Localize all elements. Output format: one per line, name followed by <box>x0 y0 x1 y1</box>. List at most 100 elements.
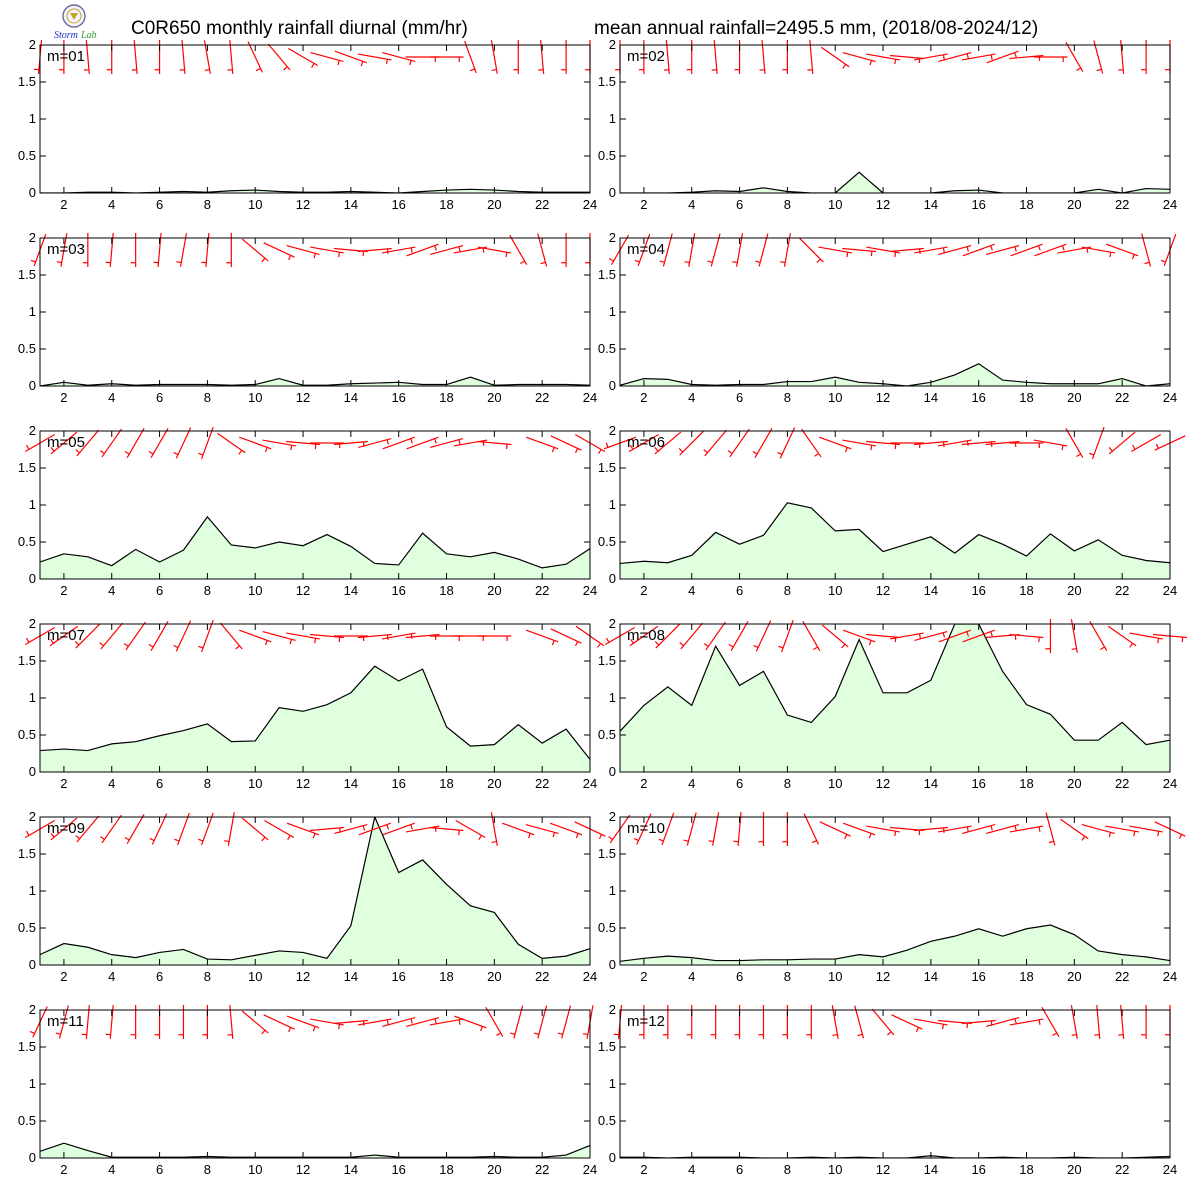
wind-barb <box>357 633 392 640</box>
wind-barb <box>99 622 124 650</box>
wind-barb <box>263 1014 295 1033</box>
wind-barb-tick <box>124 451 130 455</box>
wind-barb <box>513 40 519 74</box>
wind-barb-shaft <box>1065 41 1084 73</box>
x-tick-label: 2 <box>60 390 67 405</box>
wind-barb-shaft <box>49 625 79 647</box>
x-tick-label: 20 <box>1067 390 1081 405</box>
wind-barb-shaft <box>203 40 211 74</box>
wind-barb-tick <box>1131 254 1135 260</box>
wind-barb-shaft <box>654 431 682 455</box>
wind-barb-tick <box>1014 246 1017 252</box>
x-tick-label: 24 <box>583 197 597 212</box>
wind-barb-tick <box>1088 452 1095 456</box>
wind-barb-shaft <box>914 1018 948 1026</box>
wind-barb-shaft <box>382 822 415 836</box>
x-tick-label: 8 <box>204 1162 211 1177</box>
wind-barb <box>1108 431 1136 455</box>
wind-barb <box>1009 54 1044 61</box>
wind-barb <box>1034 243 1067 257</box>
wind-barb-shaft <box>866 53 900 61</box>
wind-barb-shaft <box>713 40 718 74</box>
wind-barb-shaft <box>550 628 582 644</box>
wind-barb-tick <box>918 633 921 639</box>
y-tick-label: 1.5 <box>598 74 616 89</box>
wind-barb <box>1033 439 1068 451</box>
wind-barb <box>708 812 720 846</box>
wind-barb <box>937 439 972 447</box>
wind-barb-shaft <box>333 440 368 446</box>
wind-barb-shaft <box>1034 243 1067 257</box>
wind-barb-tick <box>1038 1019 1041 1025</box>
wind-barb-tick <box>434 1018 437 1024</box>
x-tick-label: 4 <box>108 583 115 598</box>
x-tick-label: 16 <box>971 969 985 984</box>
chart-title-right: mean annual rainfall=2495.5 mm, (2018/08… <box>594 18 1039 39</box>
wind-barb <box>703 429 728 457</box>
wind-barb-shaft <box>50 817 78 841</box>
x-tick-label: 2 <box>640 197 647 212</box>
wind-barb <box>429 635 464 641</box>
y-tick-label: 1 <box>29 690 36 705</box>
panel-m=05: 00.511.522 4 6 8 10 12 14 16 18 20 22 24m=05 <box>18 423 606 598</box>
wind-barb-shaft <box>1141 233 1152 267</box>
x-tick-label: 14 <box>344 969 358 984</box>
wind-barb-tick <box>598 449 602 455</box>
wind-barb <box>310 246 344 258</box>
wind-barb-tick <box>887 1031 892 1036</box>
wind-barb-shaft <box>267 43 291 71</box>
wind-barb <box>198 426 214 460</box>
wind-barb-tick <box>1076 453 1082 458</box>
wind-barb-tick <box>99 450 105 454</box>
wind-barb-shaft <box>382 436 415 450</box>
rainfall-area <box>40 817 590 965</box>
x-tick-label: 14 <box>344 583 358 598</box>
y-tick-label: 0.5 <box>598 341 616 356</box>
wind-barb-tick <box>1144 261 1150 265</box>
wind-barb-shaft <box>175 427 192 459</box>
wind-barb-tick <box>255 68 261 72</box>
wind-barb-shaft <box>802 620 821 652</box>
wind-barb-shaft <box>288 47 319 67</box>
x-tick-label: 24 <box>1163 776 1177 791</box>
wind-barb <box>938 245 972 255</box>
y-tick-label: 0 <box>609 185 616 200</box>
wind-barb-shaft <box>454 1015 487 1029</box>
wind-barb-tick <box>1014 52 1017 58</box>
wind-barb-shaft <box>1081 246 1116 254</box>
x-tick-label: 16 <box>971 197 985 212</box>
wind-barb-shaft <box>490 812 498 846</box>
wind-barb-tick <box>124 837 130 841</box>
wind-barb <box>866 825 900 837</box>
wind-barb <box>334 824 368 834</box>
wind-barb-shaft <box>109 1005 114 1039</box>
wind-barb <box>755 233 769 267</box>
wind-barb-tick <box>410 438 413 444</box>
wind-barb <box>455 819 486 841</box>
y-tick-label: 0.5 <box>598 1113 616 1128</box>
panel-m=01: 00.511.522 4 6 8 10 12 14 16 18 20 22 24m=01 <box>18 37 597 212</box>
wind-barb-tick <box>598 834 603 840</box>
rainfall-line <box>620 924 1170 962</box>
wind-barb <box>914 53 948 61</box>
panel-m=06: 00.511.522 4 6 8 10 12 14 16 18 20 22 24m=06 <box>598 423 1186 598</box>
panel-frame <box>39 1009 591 1159</box>
wind-barb-shaft <box>831 1005 839 1039</box>
wind-barb-shaft <box>125 621 146 651</box>
wind-barb-shaft <box>239 436 272 450</box>
y-tick-label: 0 <box>609 957 616 972</box>
wind-barb <box>490 812 498 846</box>
wind-barb-tick <box>491 68 497 72</box>
wind-barb <box>710 1005 717 1039</box>
y-tick-label: 0.5 <box>18 727 36 742</box>
wind-barb-shaft <box>801 428 822 458</box>
wind-barb-tick <box>338 1024 341 1030</box>
wind-barb-shaft <box>177 812 190 846</box>
wind-barb <box>866 246 900 258</box>
wind-barb-shaft <box>866 440 901 446</box>
wind-barb-tick <box>1133 831 1136 837</box>
x-tick-label: 14 <box>924 390 938 405</box>
panel-month-label: m=08 <box>627 627 665 644</box>
wind-barb-tick <box>75 449 81 454</box>
wind-barb-tick <box>238 449 243 455</box>
